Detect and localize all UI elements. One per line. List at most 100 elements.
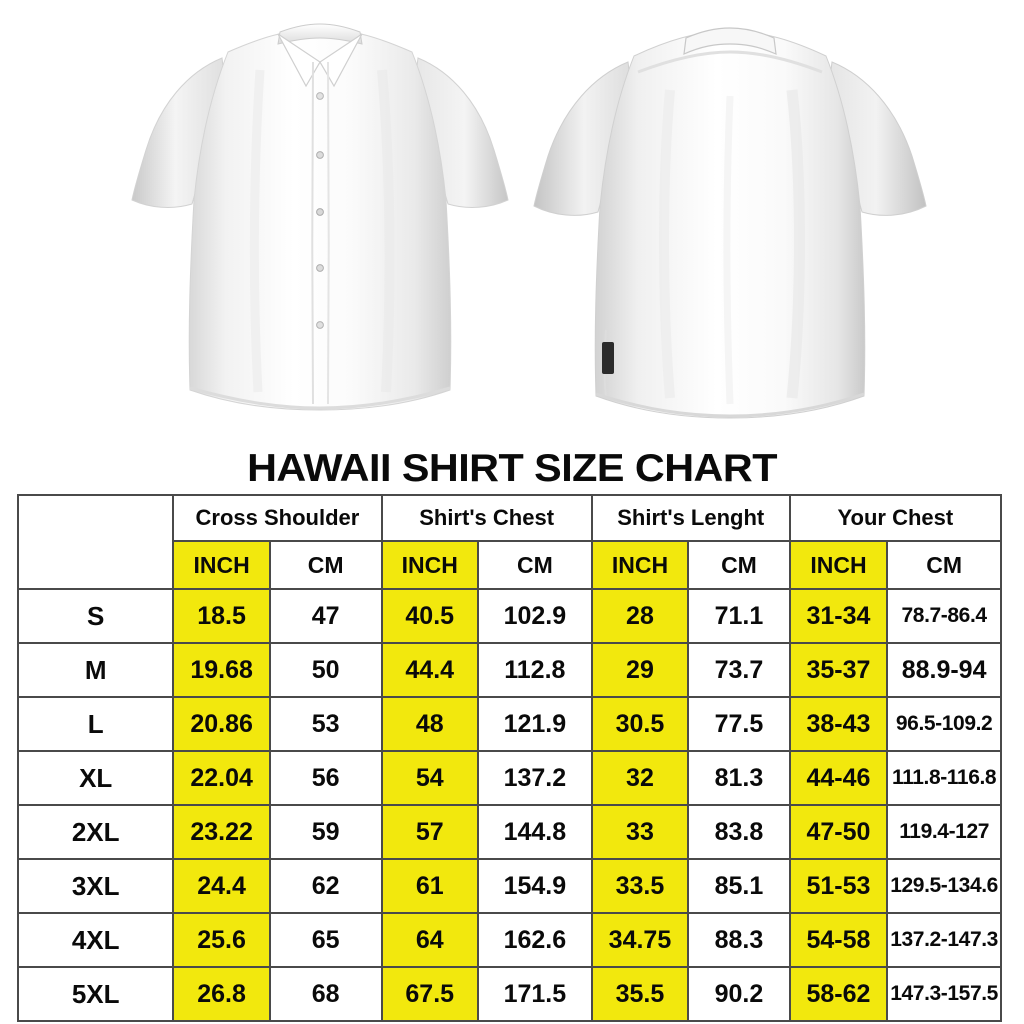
cell-s-your-chest-inch: 31-34 — [788, 588, 889, 644]
table-unit-header-row: INCH CM INCH CM INCH CM INCH CM — [18, 540, 1002, 590]
cell-s-cross-shoulder-cm: 47 — [268, 588, 383, 644]
cell-3xl-shirt-chest-inch: 61 — [380, 858, 479, 914]
cell-5xl-your-chest-inch: 58-62 — [788, 966, 889, 1022]
group-header-your-chest: Your Chest — [788, 494, 1003, 542]
unit-header-your-chest-inch: INCH — [788, 540, 889, 590]
cell-m-cross-shoulder-cm: 50 — [268, 642, 383, 698]
unit-header-cross-shoulder-inch: INCH — [172, 540, 271, 590]
cell-5xl-shirt-chest-cm: 171.5 — [476, 966, 593, 1022]
group-header-cross-shoulder: Cross Shoulder — [172, 494, 383, 542]
cell-2xl-your-chest-cm: 119.4-127 — [886, 804, 1002, 860]
group-header-shirts-lenght: Shirt's Lenght — [590, 494, 791, 542]
cell-4xl-shirt-chest-inch: 64 — [380, 912, 479, 968]
unit-header-shirts-lenght-cm: CM — [687, 540, 791, 590]
cell-4xl-shirt-length-inch: 34.75 — [590, 912, 690, 968]
unit-header-cross-shoulder-cm: CM — [268, 540, 383, 590]
cell-4xl-your-chest-cm: 137.2-147.3 — [886, 912, 1002, 968]
table-row: 5XL 26.8 68 67.5 171.5 35.5 90.2 58-62 147.3-157… — [16, 966, 1002, 1022]
cell-m-shirt-length-cm: 73.7 — [687, 642, 791, 698]
cell-xl-your-chest-inch: 44-46 — [788, 750, 889, 806]
cell-4xl-cross-shoulder-cm: 65 — [268, 912, 383, 968]
size-label-s: S — [16, 588, 175, 644]
table-row: S 18.5 47 40.5 102.9 28 71.1 31-34 78.7-86.4 — [16, 588, 1002, 644]
cell-2xl-cross-shoulder-inch: 23.22 — [172, 804, 271, 860]
table-row: M 19.68 50 44.4 112.8 29 73.7 35-37 88.9-94 — [16, 642, 1002, 698]
cell-s-your-chest-cm: 78.7-86.4 — [886, 588, 1002, 644]
cell-3xl-shirt-chest-cm: 154.9 — [476, 858, 593, 914]
cell-5xl-shirt-length-cm: 90.2 — [687, 966, 791, 1022]
page-title: HAWAII SHIRT SIZE CHART — [247, 447, 777, 490]
cell-5xl-your-chest-cm: 147.3-157.5 — [886, 966, 1002, 1022]
cell-s-shirt-length-inch: 28 — [590, 588, 690, 644]
cell-xl-shirt-chest-inch: 54 — [380, 750, 479, 806]
cell-3xl-cross-shoulder-inch: 24.4 — [172, 858, 271, 914]
table-row: XL 22.04 56 54 137.2 32 81.3 44-46 111.8-116.8 — [16, 750, 1002, 806]
cell-4xl-your-chest-inch: 54-58 — [788, 912, 889, 968]
cell-2xl-shirt-chest-cm: 144.8 — [476, 804, 593, 860]
cell-l-shirt-chest-inch: 48 — [380, 696, 479, 752]
cell-m-your-chest-cm: 88.9-94 — [886, 642, 1002, 698]
cell-l-shirt-length-cm: 77.5 — [687, 696, 791, 752]
size-label-m: M — [16, 642, 175, 698]
brand-label-tag — [602, 342, 614, 374]
cell-5xl-cross-shoulder-cm: 68 — [268, 966, 383, 1022]
table-row: 2XL 23.22 59 57 144.8 33 83.8 47-50 119.4-127 — [16, 804, 1002, 860]
unit-header-shirts-chest-cm: CM — [476, 540, 593, 590]
product-image-panel — [0, 0, 1024, 445]
cell-s-shirt-chest-cm: 102.9 — [476, 588, 593, 644]
cell-m-your-chest-inch: 35-37 — [788, 642, 889, 698]
cell-l-shirt-length-inch: 30.5 — [590, 696, 690, 752]
table-row: 3XL 24.4 62 61 154.9 33.5 85.1 51-53 129.5-134.6 — [16, 858, 1002, 914]
shirt-back-image — [520, 0, 940, 445]
cell-2xl-your-chest-inch: 47-50 — [788, 804, 889, 860]
cell-l-your-chest-inch: 38-43 — [788, 696, 889, 752]
cell-s-shirt-chest-inch: 40.5 — [380, 588, 479, 644]
size-label-3xl: 3XL — [16, 858, 175, 914]
cell-3xl-shirt-length-cm: 85.1 — [687, 858, 791, 914]
cell-2xl-cross-shoulder-cm: 59 — [268, 804, 383, 860]
table-row: 4XL 25.6 65 64 162.6 34.75 88.3 54-58 137.2-147.… — [16, 912, 1002, 968]
cell-m-shirt-chest-inch: 44.4 — [380, 642, 479, 698]
cell-m-shirt-length-inch: 29 — [590, 642, 690, 698]
cell-m-shirt-chest-cm: 112.8 — [476, 642, 593, 698]
cell-l-cross-shoulder-cm: 53 — [268, 696, 383, 752]
cell-4xl-shirt-length-cm: 88.3 — [687, 912, 791, 968]
size-label-l: L — [16, 696, 175, 752]
unit-header-shirts-chest-inch: INCH — [380, 540, 479, 590]
cell-5xl-shirt-chest-inch: 67.5 — [380, 966, 479, 1022]
cell-3xl-your-chest-cm: 129.5-134.6 — [886, 858, 1002, 914]
cell-s-shirt-length-cm: 71.1 — [687, 588, 791, 644]
cell-3xl-shirt-length-inch: 33.5 — [590, 858, 690, 914]
cell-4xl-cross-shoulder-inch: 25.6 — [172, 912, 271, 968]
table-group-header-row: Cross Shoulder Shirt's Chest Shirt's Len… — [16, 494, 1003, 590]
unit-header-shirts-lenght-inch: INCH — [590, 540, 690, 590]
size-label-xl: XL — [16, 750, 175, 806]
cell-l-your-chest-cm: 96.5-109.2 — [886, 696, 1002, 752]
cell-5xl-shirt-length-inch: 35.5 — [590, 966, 690, 1022]
cell-m-cross-shoulder-inch: 19.68 — [172, 642, 271, 698]
cell-2xl-shirt-length-cm: 83.8 — [687, 804, 791, 860]
cell-4xl-shirt-chest-cm: 162.6 — [476, 912, 593, 968]
cell-5xl-cross-shoulder-inch: 26.8 — [172, 966, 271, 1022]
cell-xl-your-chest-cm: 111.8-116.8 — [886, 750, 1002, 806]
cell-3xl-your-chest-inch: 51-53 — [788, 858, 889, 914]
unit-header-your-chest-cm: CM — [886, 540, 1002, 590]
cell-xl-cross-shoulder-cm: 56 — [268, 750, 383, 806]
size-chart-container: Cross Shoulder Shirt's Chest Shirt's Len… — [16, 494, 1003, 1022]
cell-s-cross-shoulder-inch: 18.5 — [172, 588, 271, 644]
size-chart-body: S 18.5 47 40.5 102.9 28 71.1 31-34 78.7-86.4 M 19.… — [16, 588, 1002, 1022]
cell-2xl-shirt-chest-inch: 57 — [380, 804, 479, 860]
size-label-4xl: 4XL — [16, 912, 175, 968]
cell-xl-shirt-chest-cm: 137.2 — [476, 750, 593, 806]
cell-l-cross-shoulder-inch: 20.86 — [172, 696, 271, 752]
cell-3xl-cross-shoulder-cm: 62 — [268, 858, 383, 914]
cell-l-shirt-chest-cm: 121.9 — [476, 696, 593, 752]
cell-2xl-shirt-length-inch: 33 — [590, 804, 690, 860]
shirt-front-image — [110, 0, 530, 445]
size-label-5xl: 5XL — [16, 966, 175, 1022]
group-header-shirts-chest: Shirt's Chest — [380, 494, 593, 542]
cell-xl-shirt-length-inch: 32 — [590, 750, 690, 806]
size-label-2xl: 2XL — [16, 804, 175, 860]
table-row: L 20.86 53 48 121.9 30.5 77.5 38-43 96.5-109.2 — [16, 696, 1002, 752]
table-corner-cell — [16, 494, 175, 590]
